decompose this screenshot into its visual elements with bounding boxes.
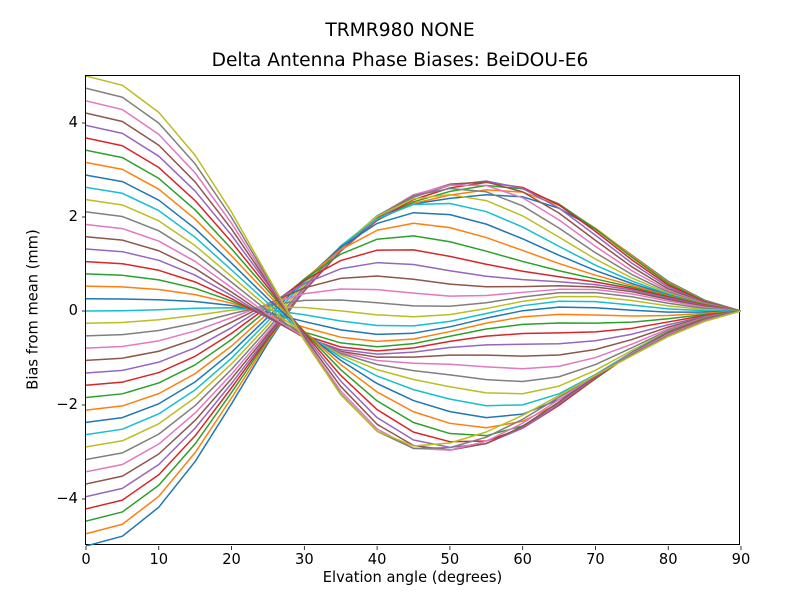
series-line <box>86 301 741 326</box>
y-tick-label: 0 <box>69 302 78 319</box>
x-axis-label: Elvation angle (degrees) <box>85 569 740 586</box>
x-tick-label: 20 <box>222 551 241 568</box>
series-line <box>86 293 741 336</box>
y-tick-label: 4 <box>69 114 78 131</box>
series-line <box>86 185 741 472</box>
line-series-group <box>86 76 741 546</box>
plot-axes: 0102030405060708090−4−2024 <box>85 75 740 545</box>
x-tick-label: 60 <box>513 551 532 568</box>
y-axis-label: Bias from mean (mm) <box>25 75 42 545</box>
x-tick-label: 30 <box>295 551 314 568</box>
y-tick-label: −2 <box>56 396 78 413</box>
figure: { "figure": { "width_px": 800, "height_p… <box>0 0 800 600</box>
y-tick-label: −4 <box>56 490 78 507</box>
plot-svg: 0 10 20 30 40 50 60 70 80 90 −4 −2 0 2 4 <box>26 16 800 600</box>
x-tick-label: 40 <box>368 551 387 568</box>
x-tick-label: 80 <box>659 551 678 568</box>
y-tick-label: 2 <box>69 208 78 225</box>
x-tick-label: 70 <box>586 551 605 568</box>
x-tick-label: 90 <box>732 551 751 568</box>
x-tick-label: 10 <box>149 551 168 568</box>
x-tick-label: 50 <box>441 551 460 568</box>
x-tick-label: 0 <box>81 551 90 568</box>
series-line <box>86 76 741 446</box>
series-line <box>86 113 741 450</box>
